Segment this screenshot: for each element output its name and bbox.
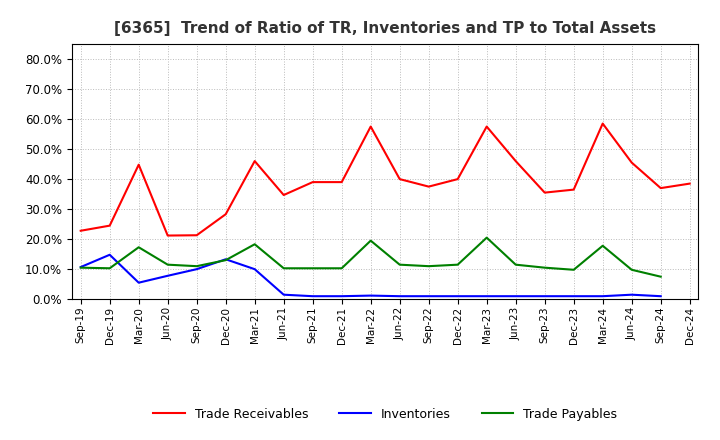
Trade Receivables: [685, 181, 694, 186]
Trade Payables: [135, 245, 143, 250]
Trade Receivables: [76, 228, 85, 233]
Trade Payables: [308, 266, 317, 271]
Trade Payables: [105, 266, 114, 271]
Trade Receivables: [482, 124, 491, 129]
Trade Payables: [192, 264, 201, 269]
Trade Receivables: [627, 160, 636, 165]
Inventories: [221, 257, 230, 262]
Trade Receivables: [192, 233, 201, 238]
Title: [6365]  Trend of Ratio of TR, Inventories and TP to Total Assets: [6365] Trend of Ratio of TR, Inventories…: [114, 21, 656, 36]
Trade Receivables: [598, 121, 607, 126]
Trade Receivables: [511, 158, 520, 164]
Inventories: [598, 293, 607, 299]
Trade Receivables: [338, 180, 346, 185]
Inventories: [279, 292, 288, 297]
Trade Payables: [454, 262, 462, 268]
Trade Payables: [366, 238, 375, 243]
Inventories: [251, 267, 259, 272]
Line: Trade Receivables: Trade Receivables: [81, 124, 690, 235]
Trade Payables: [221, 257, 230, 263]
Trade Receivables: [395, 176, 404, 182]
Legend: Trade Receivables, Inventories, Trade Payables: Trade Receivables, Inventories, Trade Pa…: [148, 403, 622, 425]
Trade Receivables: [541, 190, 549, 195]
Inventories: [482, 293, 491, 299]
Trade Receivables: [105, 223, 114, 228]
Inventories: [105, 252, 114, 257]
Inventories: [76, 264, 85, 270]
Trade Payables: [541, 265, 549, 270]
Trade Payables: [482, 235, 491, 240]
Inventories: [163, 273, 172, 279]
Line: Trade Payables: Trade Payables: [81, 238, 661, 277]
Inventories: [511, 293, 520, 299]
Trade Payables: [338, 266, 346, 271]
Trade Payables: [251, 242, 259, 247]
Inventories: [657, 293, 665, 299]
Trade Payables: [163, 262, 172, 268]
Inventories: [627, 292, 636, 297]
Trade Payables: [627, 267, 636, 272]
Inventories: [338, 293, 346, 299]
Trade Payables: [279, 266, 288, 271]
Trade Receivables: [454, 176, 462, 182]
Inventories: [541, 293, 549, 299]
Inventories: [366, 293, 375, 298]
Trade Receivables: [251, 158, 259, 164]
Trade Payables: [598, 243, 607, 249]
Trade Receivables: [657, 186, 665, 191]
Inventories: [135, 280, 143, 285]
Trade Receivables: [308, 180, 317, 185]
Trade Payables: [76, 265, 85, 270]
Inventories: [395, 293, 404, 299]
Trade Receivables: [279, 192, 288, 198]
Trade Receivables: [366, 124, 375, 129]
Trade Receivables: [163, 233, 172, 238]
Inventories: [424, 293, 433, 299]
Inventories: [454, 293, 462, 299]
Trade Receivables: [570, 187, 578, 192]
Inventories: [308, 293, 317, 299]
Trade Payables: [424, 264, 433, 269]
Trade Payables: [657, 274, 665, 279]
Trade Payables: [511, 262, 520, 268]
Inventories: [570, 293, 578, 299]
Trade Payables: [570, 267, 578, 272]
Trade Payables: [395, 262, 404, 268]
Line: Inventories: Inventories: [81, 255, 661, 296]
Trade Receivables: [135, 162, 143, 167]
Trade Receivables: [424, 184, 433, 189]
Trade Receivables: [221, 212, 230, 217]
Inventories: [192, 267, 201, 272]
